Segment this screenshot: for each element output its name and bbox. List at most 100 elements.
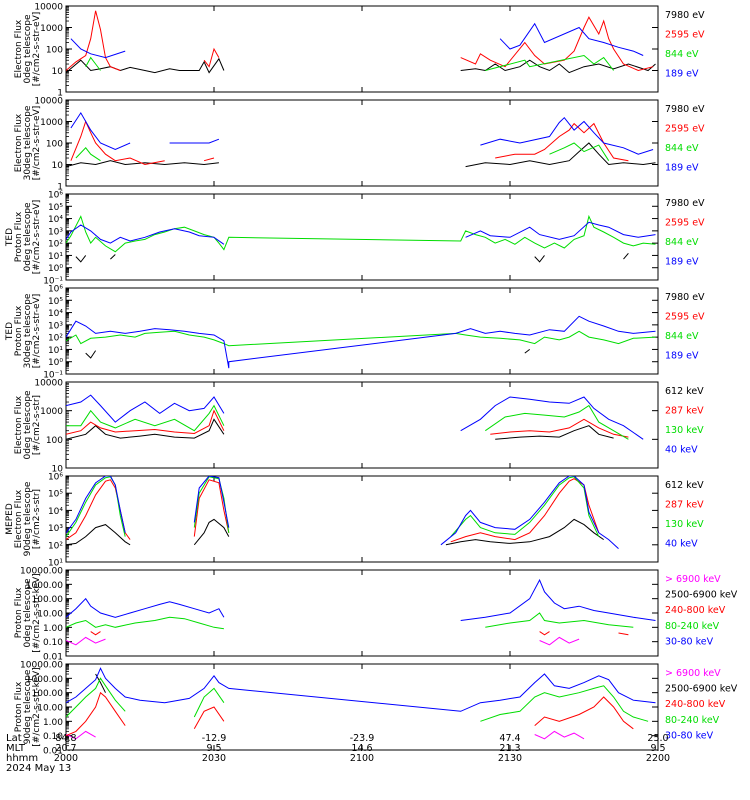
panel-8-legend-3: 80-240 keV xyxy=(665,715,720,726)
panel-8-ylabel-line: [#/cm2-s-str-keV] xyxy=(32,667,42,746)
panel-8-legend-2: 240-800 keV xyxy=(665,699,726,710)
panel-8-ytick-label: 1.00 xyxy=(43,718,63,728)
panel-1-ytick-label: 1 xyxy=(57,89,63,99)
panel-4-legend-3: 189 eV xyxy=(665,351,699,362)
panel-1-series-group xyxy=(66,10,656,74)
panel-8-ylabel-line: Proton Flux xyxy=(14,681,24,732)
panel-4-legend-0: 7980 eV xyxy=(665,292,705,303)
panel-6-ylabel-line: 90deg telescope xyxy=(23,481,33,556)
panel-7-legend-2: 240-800 keV xyxy=(665,605,726,616)
panel-7-series-4-line xyxy=(66,578,656,621)
panel-3-legend-1: 2595 eV xyxy=(665,218,705,229)
panel-1-ylabel-line: Electron Flux xyxy=(14,19,24,78)
panel-4-ytick-label: 10² xyxy=(48,334,63,344)
panel-6: 10¹ 10² 10³ 10⁴ 10⁵ 10⁶ MEPED Electron Flux 90de… xyxy=(5,473,704,569)
panel-4-ytick-label: 10⁵ xyxy=(48,297,63,307)
panel-5-ytick-label: 10 xyxy=(52,465,64,475)
panel-5-frame xyxy=(65,381,659,469)
panel-5-series-group xyxy=(66,394,644,440)
panel-2-legend-2: 844 eV xyxy=(665,143,699,154)
panel-5-legend-0: 612 keV xyxy=(665,386,704,397)
panel-8-ytick-label: 0.10 xyxy=(43,732,63,742)
panel-4-series-2-line xyxy=(66,330,656,347)
panel-4-ytick-label: 10¹ xyxy=(48,346,63,356)
x-row-0-value: -23.9 xyxy=(350,733,375,744)
x-row-2-value: 2130 xyxy=(498,753,522,764)
panel-7-ytick-label: 10.00 xyxy=(37,610,63,620)
panel-2-series-0-line xyxy=(66,142,656,168)
panel-8-series-3-line xyxy=(66,677,649,722)
panel-2-series-group xyxy=(66,111,656,168)
panel-5-ylabel-line: Electron Flux xyxy=(14,395,24,454)
panel-4-series-3-line xyxy=(66,315,656,369)
panel-3-series-3-line xyxy=(66,221,656,245)
panel-4-ytick-label: 10³ xyxy=(48,321,63,331)
panel-4-ylabel-line: [#/cm2-s-str-eV] xyxy=(32,294,42,369)
panel-5-ytick-label: 10000 xyxy=(34,379,63,389)
panel-2-ylabel-line: [#/cm2-s-str-eV] xyxy=(32,106,42,181)
panel-7-legend-3: 80-240 keV xyxy=(665,621,720,632)
panel-5-series-0-line xyxy=(66,418,614,440)
panel-7-ytick-label: 1000.00 xyxy=(26,581,63,591)
panel-1-ytick-label: 100 xyxy=(46,46,63,56)
panel-8-ytick-label: 1000.00 xyxy=(26,675,63,685)
panel-6-series-0-line xyxy=(66,518,604,546)
panel-3: 10⁻¹ 10⁰ 10¹ 10² 10³ 10⁴ 10⁵ 10⁶ TED Proton Flux 0… xyxy=(5,191,705,287)
panel-8-series-4-line xyxy=(66,667,656,712)
panel-3-ytick-label: 10¹ xyxy=(48,252,63,262)
panel-3-legend-2: 844 eV xyxy=(665,237,699,248)
panel-6-series-3-line xyxy=(66,476,619,549)
panel-5-ytick-label: 1000 xyxy=(40,407,63,417)
panel-1-legend-3: 189 eV xyxy=(665,69,699,80)
panel-1-ytick-label: 10000 xyxy=(34,3,63,13)
panel-4-legend-2: 844 eV xyxy=(665,331,699,342)
panel-2-legend-1: 2595 eV xyxy=(665,124,705,135)
panel-2-series-1-line xyxy=(70,120,629,166)
panel-5-ylabel-line: [#/cm2-s-str] xyxy=(32,395,42,455)
panel-2-series-3-line xyxy=(70,111,654,155)
x-row-0-value: 25.0 xyxy=(647,733,668,744)
panel-5-series-3-line xyxy=(66,394,644,440)
panel-6-ytick-label: 10³ xyxy=(48,524,63,534)
panel-7-ytick-label: 1.00 xyxy=(43,624,63,634)
panel-4-frame xyxy=(65,287,659,375)
panel-8-series-0-line xyxy=(66,730,585,740)
panel-1-series-2-line xyxy=(85,54,614,71)
panel-1-legend-1: 2595 eV xyxy=(665,30,705,41)
x-row-1-value: 20.7 xyxy=(55,743,76,754)
panel-5-legend-3: 40 keV xyxy=(665,445,698,456)
panel-4-legend-1: 2595 eV xyxy=(665,312,705,323)
panel-1-frame xyxy=(65,5,659,93)
panel-7-ylabel-line: Proton Flux xyxy=(14,587,24,638)
x-row-1-value: 14.6 xyxy=(351,743,372,754)
panel-3-ytick-label: 10⁵ xyxy=(48,203,63,213)
panel-6-series-group xyxy=(66,476,619,549)
panel-3-ytick-label: 10⁰ xyxy=(48,264,63,274)
panel-7-ytick-label: 0.10 xyxy=(43,638,63,648)
panel-2-legend-3: 189 eV xyxy=(665,163,699,174)
x-row-label-lat: Lat xyxy=(6,733,22,744)
panel-7-ylabel-line: 0deg telescope xyxy=(23,578,33,648)
x-row-label-hhmm: hhmm xyxy=(6,753,38,764)
panel-8-legend-0: > 6900 keV xyxy=(665,668,721,679)
panel-6-ytick-label: 10¹ xyxy=(48,559,63,569)
panel-1-ylabel-line: 0deg telescope xyxy=(23,14,33,84)
panel-7-series-2-line xyxy=(90,631,629,636)
panel-4-ytick-label: 10⁶ xyxy=(48,285,63,295)
date-label: 2024 May 13 xyxy=(6,763,71,774)
panel-5-series-2-line xyxy=(66,404,629,440)
panel-7: 0.01 0.10 1.00 10.00 100.00 1000.00 10000.00 Pr… xyxy=(14,567,738,663)
panel-6-legend-0: 612 keV xyxy=(665,480,704,491)
panel-8: 0.01 0.10 1.00 10.00 100.00 1000.00 10000.00 Pr… xyxy=(14,661,738,757)
panel-7-series-0-line xyxy=(66,636,580,646)
panel-2-ytick-label: 1000 xyxy=(40,118,63,128)
panel-3-ylabel-line: Proton Flux xyxy=(14,211,24,262)
panel-3-ytick-label: 10⁶ xyxy=(48,191,63,201)
panel-2-ytick-label: 100 xyxy=(46,140,63,150)
panel-6-ylabel-line: Electron Flux xyxy=(14,489,24,548)
panel-2-series-2-line xyxy=(75,142,610,162)
x-row-2-value: 2200 xyxy=(646,753,670,764)
panel-2-ylabel-line: Electron Flux xyxy=(14,113,24,172)
panel-7-series-group xyxy=(66,578,656,646)
